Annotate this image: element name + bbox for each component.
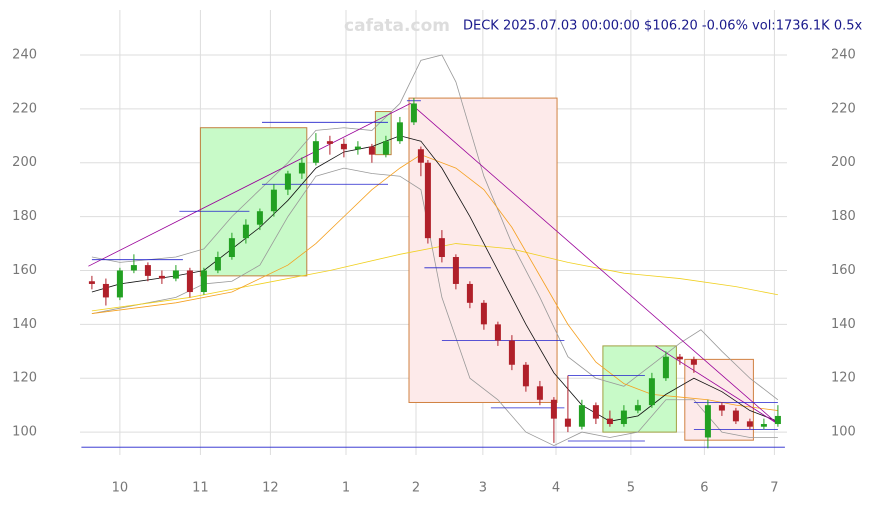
y-tick-label-right: 240	[831, 47, 856, 62]
y-tick-label: 140	[12, 317, 37, 332]
candle-body	[466, 283, 473, 303]
x-tick-label: 5	[627, 481, 635, 496]
candle-body	[522, 364, 529, 387]
candle-body	[256, 211, 263, 225]
y-tick-label-right: 160	[831, 263, 856, 278]
candle-body	[312, 141, 319, 163]
candle-body	[606, 418, 613, 425]
indicator-line	[91, 54, 779, 401]
chart-title: DECK 2025.07.03 00:00:00 $106.20 -0.06% …	[463, 19, 863, 34]
y-tick-label-right: 140	[831, 317, 856, 332]
x-tick-label: 3	[479, 481, 487, 496]
candle-body	[88, 281, 95, 284]
candle-body	[270, 189, 277, 212]
candle-body	[326, 141, 333, 144]
candle-body	[130, 265, 137, 271]
candle-body	[228, 238, 235, 258]
candle-body	[662, 356, 669, 379]
candle-body	[424, 162, 431, 239]
indicator-line	[91, 154, 778, 411]
candle-body	[368, 146, 375, 155]
y-tick-label: 220	[12, 101, 37, 116]
y-tick-label: 200	[12, 155, 37, 170]
candle-body	[550, 399, 557, 419]
y-tick-label: 120	[12, 371, 37, 386]
candle-body	[438, 238, 445, 258]
candle-body	[676, 356, 683, 360]
candle-body	[536, 386, 543, 400]
x-tick-label: 6	[700, 481, 708, 496]
y-tick-label: 180	[12, 209, 37, 224]
candle-body	[354, 146, 361, 150]
x-tick-label: 1	[342, 481, 350, 496]
y-tick-label-right: 180	[831, 209, 856, 224]
zone	[408, 97, 558, 403]
x-tick-label: 12	[262, 481, 279, 496]
candle-body	[760, 424, 767, 427]
candle-body	[144, 265, 151, 276]
watermark: cafata.com	[344, 16, 450, 36]
candle-body	[718, 405, 725, 411]
x-tick-label: 7	[770, 481, 778, 496]
y-tick-label-right: 100	[831, 425, 856, 440]
candle-body	[634, 405, 641, 411]
zone	[199, 127, 308, 277]
x-tick-label: 10	[112, 481, 129, 496]
candle-body	[592, 405, 599, 419]
candle-body	[214, 257, 221, 271]
candle-body	[620, 410, 627, 425]
candle-body	[704, 405, 711, 438]
candle-body	[417, 149, 424, 163]
indicator-line	[91, 167, 778, 447]
x-tick-label: 2	[412, 481, 420, 496]
candle-body	[396, 122, 403, 142]
candle-body	[298, 162, 305, 174]
candle-body	[774, 415, 781, 425]
candle-body	[690, 359, 697, 365]
candle-body	[578, 405, 585, 427]
candle-body	[340, 143, 347, 150]
x-tick-label: 4	[552, 481, 560, 496]
y-tick-label-right: 200	[831, 155, 856, 170]
trend-line	[88, 103, 411, 267]
x-tick-label: 11	[192, 481, 209, 496]
candle-body	[494, 324, 501, 341]
y-tick-label: 240	[12, 47, 37, 62]
y-tick-label: 100	[12, 425, 37, 440]
candle-body	[564, 418, 571, 427]
candle-body	[172, 270, 179, 279]
y-tick-label-right: 220	[831, 101, 856, 116]
candle-body	[746, 421, 753, 427]
candle-body	[200, 270, 207, 293]
candle-body	[648, 378, 655, 406]
trend-line	[410, 103, 779, 425]
candle-body	[242, 224, 249, 239]
candle-body	[452, 257, 459, 284]
candle-body	[732, 410, 739, 422]
trend-line	[655, 345, 779, 425]
y-tick-label: 160	[12, 263, 37, 278]
candle-body	[480, 302, 487, 325]
candle-body	[116, 270, 123, 298]
candle-body	[508, 340, 515, 365]
y-tick-label-right: 120	[831, 371, 856, 386]
candle-body	[102, 283, 109, 298]
candle-body	[284, 173, 291, 190]
candle-body	[158, 275, 165, 279]
candle-body	[410, 103, 417, 123]
candle-body	[382, 141, 389, 155]
candle-body	[186, 270, 193, 293]
indicator-line	[91, 243, 778, 312]
